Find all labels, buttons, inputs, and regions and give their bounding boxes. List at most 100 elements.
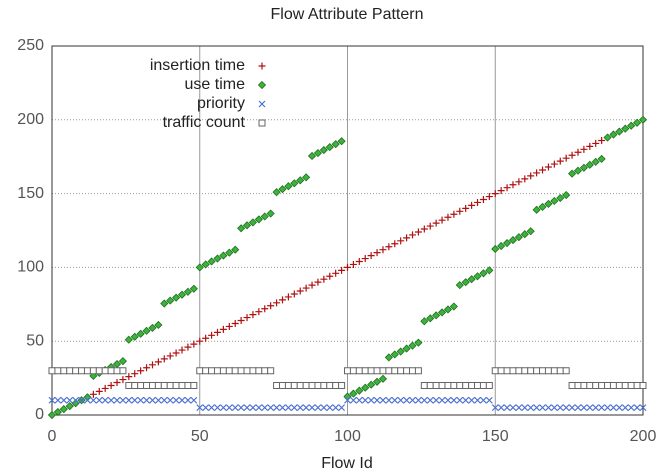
point bbox=[585, 160, 594, 169]
point bbox=[426, 222, 434, 230]
point bbox=[125, 373, 133, 381]
point bbox=[172, 396, 180, 404]
point bbox=[456, 381, 464, 389]
point bbox=[273, 299, 281, 307]
point bbox=[385, 243, 393, 251]
point bbox=[177, 290, 187, 299]
point bbox=[113, 367, 121, 375]
point bbox=[290, 381, 298, 389]
legend-marker bbox=[257, 80, 267, 90]
point bbox=[266, 209, 275, 218]
point bbox=[539, 166, 547, 174]
point bbox=[213, 367, 221, 375]
point bbox=[148, 361, 156, 369]
chart-title: Flow Attribute Pattern bbox=[271, 6, 424, 23]
point bbox=[533, 367, 541, 375]
point bbox=[420, 381, 428, 389]
point bbox=[379, 396, 387, 404]
point bbox=[255, 367, 263, 375]
point bbox=[627, 381, 635, 389]
point bbox=[202, 367, 210, 375]
point bbox=[190, 396, 198, 404]
point bbox=[237, 224, 246, 233]
point bbox=[538, 202, 547, 211]
x-tick-label: 150 bbox=[482, 428, 509, 445]
point bbox=[403, 396, 411, 404]
point bbox=[556, 404, 564, 412]
point bbox=[515, 178, 523, 186]
point bbox=[639, 404, 647, 412]
point bbox=[131, 396, 139, 404]
point bbox=[568, 404, 576, 412]
point bbox=[586, 404, 594, 412]
point bbox=[296, 404, 304, 412]
point bbox=[248, 218, 258, 227]
point bbox=[107, 396, 115, 404]
point bbox=[267, 404, 275, 412]
point bbox=[497, 187, 505, 195]
point bbox=[509, 367, 517, 375]
legend-marker bbox=[258, 100, 266, 108]
point bbox=[290, 404, 298, 412]
series bbox=[48, 396, 647, 412]
point bbox=[118, 357, 127, 366]
y-tick-label: 150 bbox=[17, 185, 44, 202]
point bbox=[409, 396, 416, 404]
point bbox=[89, 390, 97, 398]
point bbox=[331, 140, 340, 149]
point bbox=[237, 404, 245, 412]
point bbox=[372, 377, 382, 386]
point bbox=[84, 396, 91, 404]
point bbox=[514, 233, 523, 242]
point bbox=[379, 246, 387, 254]
point bbox=[166, 352, 174, 360]
point bbox=[254, 215, 263, 224]
point bbox=[344, 367, 351, 375]
point bbox=[503, 404, 511, 412]
point bbox=[284, 381, 292, 389]
point bbox=[444, 396, 452, 404]
point bbox=[213, 254, 222, 263]
point bbox=[249, 404, 257, 412]
point bbox=[574, 148, 582, 156]
point bbox=[137, 396, 145, 404]
point bbox=[237, 367, 245, 375]
series bbox=[48, 367, 647, 389]
point bbox=[556, 367, 564, 375]
point bbox=[319, 145, 328, 155]
point bbox=[349, 260, 357, 268]
y-tick-label: 0 bbox=[35, 406, 44, 423]
point bbox=[249, 311, 257, 319]
point bbox=[385, 396, 393, 404]
point bbox=[296, 287, 304, 295]
point bbox=[260, 212, 269, 221]
point bbox=[131, 381, 139, 389]
point bbox=[361, 396, 369, 404]
x-tick-label: 50 bbox=[191, 428, 209, 445]
point bbox=[332, 381, 340, 389]
point bbox=[48, 396, 56, 404]
point bbox=[444, 381, 452, 389]
point bbox=[148, 381, 156, 389]
point bbox=[231, 404, 239, 412]
point bbox=[143, 381, 151, 389]
point bbox=[580, 145, 588, 153]
point bbox=[267, 367, 275, 375]
point bbox=[373, 367, 381, 375]
point bbox=[390, 350, 399, 359]
point bbox=[367, 396, 375, 404]
point bbox=[615, 381, 623, 389]
point bbox=[485, 193, 493, 201]
point bbox=[545, 404, 552, 412]
point bbox=[154, 320, 163, 330]
point bbox=[527, 404, 535, 412]
point bbox=[621, 404, 629, 412]
point bbox=[231, 319, 239, 327]
point bbox=[379, 367, 387, 375]
point bbox=[479, 269, 488, 278]
point bbox=[491, 190, 499, 198]
point bbox=[420, 396, 428, 404]
point bbox=[332, 269, 340, 277]
point bbox=[474, 381, 482, 389]
point bbox=[54, 396, 62, 404]
